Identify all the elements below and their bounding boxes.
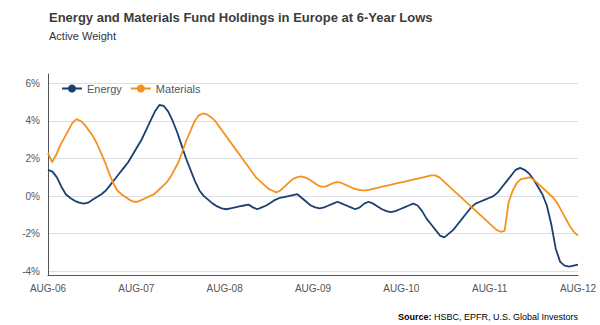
svg-text:Energy: Energy [87, 83, 122, 95]
svg-text:AUG-08: AUG-08 [207, 283, 244, 294]
svg-text:Source:: Source: [398, 312, 432, 322]
svg-text:6%: 6% [26, 78, 41, 89]
svg-text:AUG-10: AUG-10 [383, 283, 420, 294]
svg-text:AUG-12: AUG-12 [560, 283, 597, 294]
svg-text:AUG-07: AUG-07 [118, 283, 155, 294]
svg-text:2%: 2% [26, 153, 41, 164]
svg-text:Active Weight: Active Weight [49, 30, 116, 42]
svg-text:4%: 4% [26, 115, 41, 126]
svg-text:-2%: -2% [22, 228, 40, 239]
svg-text:0%: 0% [26, 191, 41, 202]
svg-text:HSBC, EPFR, U.S. Global Invest: HSBC, EPFR, U.S. Global Investors [431, 312, 578, 322]
svg-text:-4%: -4% [22, 266, 40, 277]
svg-text:Materials: Materials [156, 83, 201, 95]
svg-text:AUG-06: AUG-06 [30, 283, 67, 294]
svg-text:AUG-09: AUG-09 [295, 283, 332, 294]
svg-text:Energy and Materials Fund Hold: Energy and Materials Fund Holdings in Eu… [49, 10, 433, 25]
svg-text:AUG-11: AUG-11 [472, 283, 508, 294]
